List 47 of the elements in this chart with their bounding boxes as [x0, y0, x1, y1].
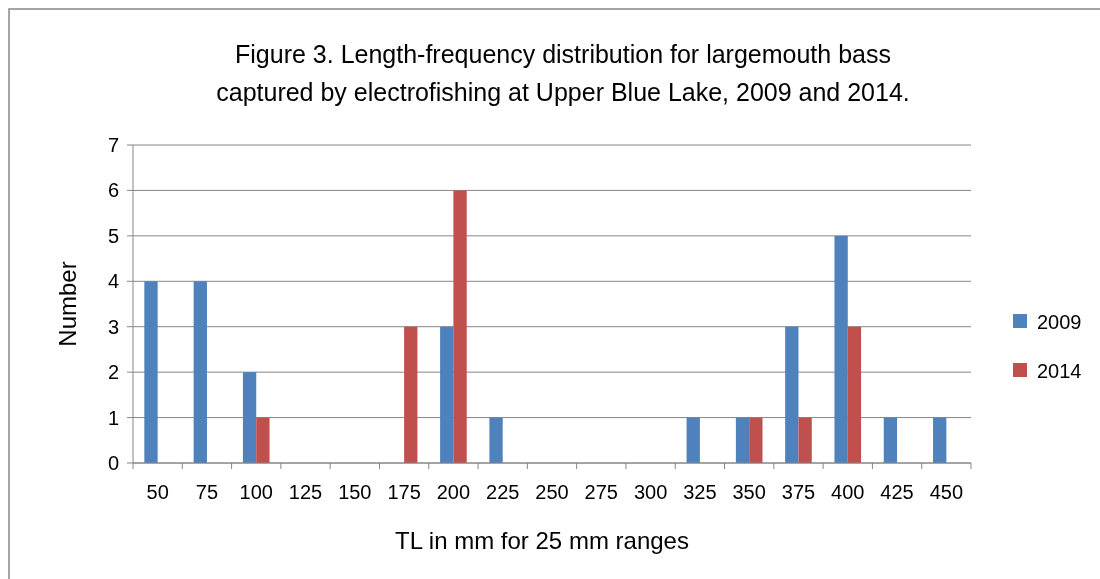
x-tick-label: 225: [486, 481, 520, 503]
bar: [242, 372, 257, 463]
bar: [686, 417, 700, 463]
x-tick-label: 350: [732, 481, 766, 503]
y-tick-label: 0: [107, 452, 119, 474]
x-tick-label: 450: [929, 481, 964, 503]
x-tick-label: 275: [584, 481, 618, 503]
bar: [883, 417, 898, 463]
bar: [847, 326, 862, 463]
x-tick-label: 100: [239, 481, 273, 503]
bar: [785, 326, 799, 463]
y-tick-label: 7: [107, 134, 119, 156]
bar: [735, 417, 750, 463]
x-tick-label: 325: [683, 481, 717, 503]
y-tick-label: 4: [107, 270, 119, 293]
y-axis-title: Number: [54, 261, 81, 347]
x-tick-label: 150: [338, 481, 372, 503]
y-tick-label: 1: [107, 406, 119, 429]
bar: [933, 417, 947, 463]
bar: [489, 417, 503, 463]
bar: [193, 281, 207, 463]
legend-label: 2014: [1037, 360, 1082, 382]
x-tick-label: 125: [288, 481, 323, 503]
bar: [749, 417, 763, 463]
bar: [453, 190, 467, 463]
x-tick-label: 200: [436, 481, 471, 503]
x-tick-label: 175: [387, 481, 421, 503]
bar: [834, 235, 848, 463]
legend-label: 2009: [1037, 311, 1082, 333]
bar: [144, 281, 158, 463]
x-axis-title: TL in mm for 25 mm ranges: [395, 527, 689, 554]
y-tick-label: 2: [107, 361, 119, 384]
x-tick-label: 425: [880, 481, 914, 503]
x-tick-label: 300: [633, 481, 668, 503]
bar: [256, 417, 270, 463]
bar: [798, 417, 812, 463]
bar: [404, 326, 418, 463]
chart-title: Figure 3. Length-frequency distribution for largemouth bass captured by electrofishing at Upper Blue Lake, 2009 and 2014.: [216, 40, 910, 106]
bar: [440, 326, 454, 463]
y-tick-label: 6: [107, 179, 119, 202]
y-tick-label: 5: [107, 224, 119, 247]
x-tick-label: 375: [781, 481, 816, 503]
x-tick-label: 400: [831, 481, 865, 503]
x-tick-label: 50: [146, 481, 169, 503]
x-tick-label: 75: [195, 481, 219, 503]
x-tick-label: 250: [535, 481, 569, 503]
y-tick-label: 3: [107, 315, 119, 338]
